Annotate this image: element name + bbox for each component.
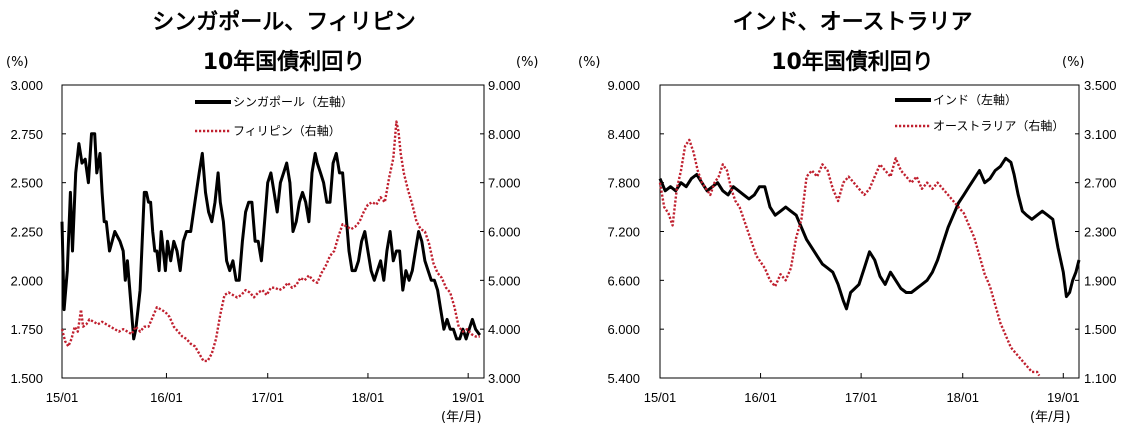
chart-title: シンガポール、フィリピン (152, 10, 416, 35)
x-tick-label: 16/01 (150, 390, 183, 405)
right-tick-label: 3.500 (1084, 78, 1117, 93)
left-tick-label: 2.000 (10, 273, 43, 288)
legend-label: フィリピン（右軸） (233, 123, 341, 138)
series-line-right-axis (60, 120, 480, 363)
chart-subtitle: 10年国債利回り (202, 50, 366, 75)
x-tick-label: 17/01 (251, 390, 284, 405)
right-tick-label: 3.100 (1084, 127, 1117, 142)
x-tick-label: 19/01 (1047, 390, 1080, 405)
right-tick-label: 5.000 (488, 273, 521, 288)
series-line-left-axis (60, 132, 482, 341)
right-tick-label: 1.100 (1084, 371, 1117, 386)
left-tick-label: 1.750 (10, 322, 43, 337)
left-tick-label: 7.800 (607, 176, 640, 191)
x-axis-unit: (年/月) (1030, 410, 1071, 425)
right-tick-label: 3.000 (488, 371, 521, 386)
legend-label: オーストラリア（右軸） (933, 118, 1064, 133)
right-tick-label: 7.000 (488, 176, 521, 191)
right-tick-label: 8.000 (488, 127, 521, 142)
left-tick-label: 7.200 (607, 225, 640, 240)
left-tick-label: 6.000 (607, 322, 640, 337)
left-tick-label: 8.400 (607, 127, 640, 142)
series-line-left-axis (658, 156, 1081, 311)
x-tick-label: 15/01 (46, 390, 79, 405)
left-tick-label: 5.400 (607, 371, 640, 386)
left-axis-unit: (%) (578, 55, 601, 70)
right-tick-label: 4.000 (488, 322, 521, 337)
x-tick-label: 18/01 (352, 390, 385, 405)
left-axis-unit: (%) (6, 55, 29, 70)
x-tick-label: 15/01 (644, 390, 677, 405)
right-axis-unit: (%) (516, 55, 539, 70)
legend-label: シンガポール（左軸） (233, 94, 353, 109)
x-tick-label: 19/01 (452, 390, 485, 405)
right-tick-label: 6.000 (488, 225, 521, 240)
right-tick-label: 2.700 (1084, 176, 1117, 191)
x-tick-label: 16/01 (744, 390, 777, 405)
chart-panel-india-australia: インド、オーストラリア 10年国債利回り (%) (%) 9.000 8.400 7.8… (568, 0, 1137, 429)
chart-panel-singapore-philippines: シンガポール、フィリピン 10年国債利回り (%) (%) 3.000 2.750 2.… (0, 0, 568, 429)
right-axis-unit: (%) (1062, 55, 1085, 70)
right-tick-label: 1.500 (1084, 322, 1117, 337)
left-tick-label: 6.600 (607, 273, 640, 288)
legend-label: インド（左軸） (933, 92, 1017, 107)
x-axis-unit: (年/月) (441, 410, 482, 425)
chart-title: インド、オーストラリア (732, 10, 973, 35)
x-tick-label: 17/01 (845, 390, 878, 405)
right-tick-label: 9.000 (488, 78, 521, 93)
right-tick-label: 2.300 (1084, 225, 1117, 240)
chart-svg: (%) (%) 3.000 2.750 2.500 2.250 2.000 1.750 1.50… (6, 55, 539, 425)
left-tick-label: 2.750 (10, 127, 43, 142)
chart-subtitle: 10年国債利回り (771, 50, 934, 75)
x-tick-label: 18/01 (946, 390, 979, 405)
left-tick-label: 2.250 (10, 225, 43, 240)
left-tick-label: 3.000 (10, 78, 43, 93)
left-tick-label: 2.500 (10, 176, 43, 191)
left-tick-label: 9.000 (607, 78, 640, 93)
left-tick-label: 1.500 (10, 371, 43, 386)
series-line-right-axis (658, 138, 1041, 377)
right-tick-label: 1.900 (1084, 273, 1117, 288)
chart-svg: (%) (%) 9.000 8.400 7.800 7.200 6.600 6.000 5.40… (578, 55, 1117, 425)
